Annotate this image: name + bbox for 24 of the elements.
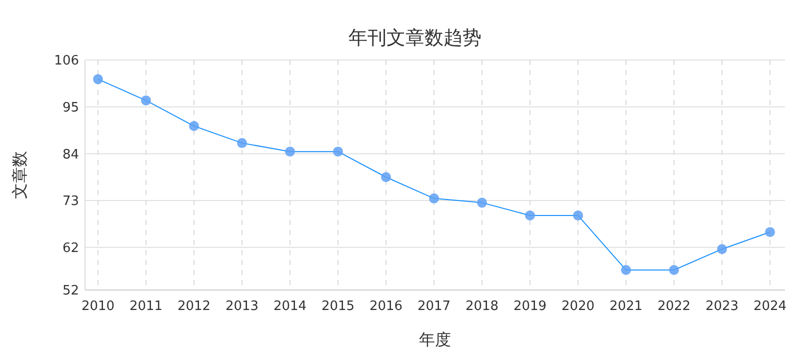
x-tick-label: 2010 (81, 299, 115, 314)
x-tick-label: 2012 (177, 299, 211, 314)
y-axis-title: 文章数 (10, 151, 29, 199)
x-tick-label: 2011 (129, 299, 163, 314)
x-tick-label: 2017 (417, 299, 451, 314)
x-tick-label: 2014 (273, 299, 307, 314)
x-tick-label: 2018 (465, 299, 499, 314)
x-tick-label: 2013 (225, 299, 259, 314)
y-tick-label: 95 (62, 100, 79, 116)
x-tick-label: 2021 (609, 299, 643, 314)
x-tick-label: 2023 (705, 299, 739, 314)
y-tick-label: 106 (54, 54, 79, 69)
y-tick-label: 84 (62, 147, 79, 162)
x-tick-label: 2024 (753, 299, 787, 314)
x-tick-label: 2022 (657, 299, 691, 314)
x-tick-label: 2020 (561, 299, 595, 314)
y-tick-label: 62 (62, 240, 79, 256)
y-tick-label: 73 (62, 194, 79, 210)
x-tick-label: 2019 (513, 299, 547, 314)
x-tick-label: 2015 (321, 299, 355, 314)
x-tick-label: 2016 (369, 299, 403, 314)
x-axis-title: 年度 (419, 330, 451, 349)
chart-title: 年刊文章数趋势 (348, 27, 482, 49)
y-tick-label: 52 (62, 284, 79, 299)
